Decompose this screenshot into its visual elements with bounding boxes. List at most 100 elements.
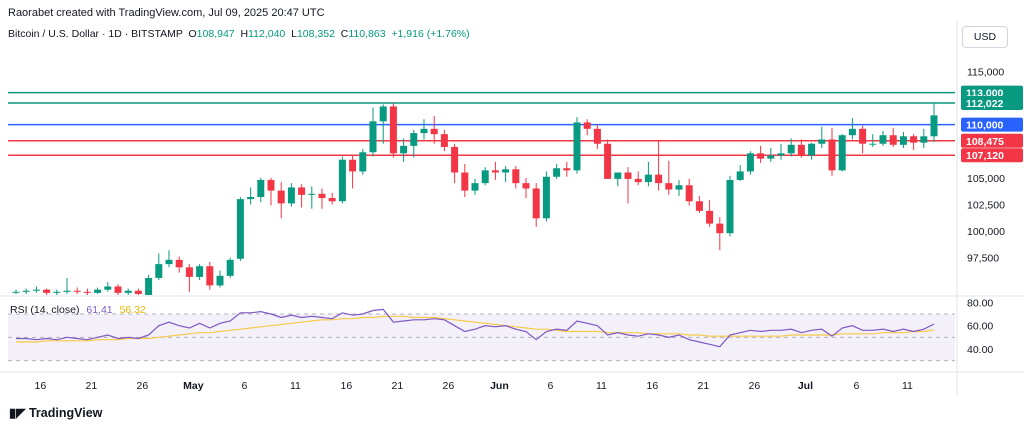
candle-body	[522, 183, 530, 189]
candle-body	[583, 122, 591, 129]
date-tick-label: 11	[902, 380, 913, 392]
candle-body	[695, 201, 703, 211]
candle-body	[257, 179, 265, 197]
date-tick-label: 26	[137, 380, 149, 392]
date-tick-label: 6	[241, 380, 247, 392]
rsi-line	[16, 308, 935, 348]
candle-body	[420, 128, 428, 134]
level-label: 112,022	[966, 98, 1004, 110]
symbol-name[interactable]: Bitcoin / U.S. Dollar · 1D · BITSTAMP	[8, 28, 183, 40]
price-tick-label: 100,000	[967, 226, 1005, 238]
rsi-legend[interactable]: RSI (14, close) 61.41 56.32	[10, 304, 146, 316]
date-tick-label: Jul	[798, 380, 813, 392]
candle-body	[675, 185, 683, 190]
attribution-text: Raorabet created with TradingView.com, J…	[8, 7, 325, 19]
candle-body	[848, 128, 856, 136]
candle-body	[553, 168, 561, 177]
candle-body	[502, 169, 510, 173]
date-tick-label: Jun	[490, 380, 509, 392]
level-badge	[961, 133, 1023, 148]
level-label: 110,000	[966, 120, 1004, 132]
price-tick-label: 97,500	[967, 253, 999, 265]
candle-body	[930, 115, 938, 137]
high-value: 112,040	[248, 28, 286, 40]
date-tick-label: 11	[290, 380, 301, 392]
candle-body	[359, 152, 367, 172]
date-tick-label: 16	[341, 380, 353, 392]
currency-button[interactable]: USD	[962, 26, 1008, 48]
candle-body	[94, 289, 102, 293]
candle-body	[145, 277, 153, 295]
candle-body	[665, 183, 673, 190]
tv-logo-icon: ▮◤	[9, 406, 26, 420]
candle-body	[573, 122, 581, 171]
candle-body	[604, 143, 612, 179]
candle-body	[920, 136, 928, 143]
candle-body	[451, 146, 459, 173]
candle-body	[859, 128, 867, 144]
brand-text: TradingView	[28, 406, 103, 420]
rsi-ma-value: 56.32	[119, 304, 146, 316]
candle-body	[491, 170, 499, 173]
candle-body	[828, 139, 836, 171]
candle-body	[22, 290, 30, 292]
date-tick-label: 21	[86, 380, 98, 392]
candle-body	[736, 171, 744, 180]
candle-body	[206, 266, 214, 286]
rsi-tick-label: 60.00	[967, 321, 993, 333]
rsi-label: RSI (14, close)	[10, 304, 80, 316]
candle-body	[910, 136, 918, 143]
candle-body	[53, 291, 61, 293]
candle-body	[808, 143, 816, 156]
candle-body	[471, 183, 479, 191]
candle-body	[287, 187, 295, 204]
date-tick-label: 26	[443, 380, 455, 392]
open-value: 108,947	[196, 28, 235, 40]
candle-body	[32, 289, 40, 291]
candle-body	[787, 144, 795, 154]
candle-body	[563, 168, 571, 171]
candle-body	[797, 144, 805, 156]
candle-body	[216, 275, 224, 286]
date-tick-label: 21	[392, 380, 404, 392]
candle-body	[338, 159, 346, 202]
candle-body	[63, 290, 71, 292]
candle-body	[542, 176, 550, 219]
candle-body	[277, 190, 285, 204]
candle-body	[318, 193, 326, 199]
candle-body	[838, 135, 846, 171]
candle-body	[369, 121, 377, 153]
candle-body	[410, 133, 418, 146]
candle-body	[706, 210, 714, 224]
candle-body	[247, 197, 255, 200]
symbol-info: Bitcoin / U.S. Dollar · 1D · BITSTAMP O1…	[8, 28, 470, 40]
candle-body	[114, 286, 122, 293]
candle-body	[379, 106, 387, 122]
date-tick-label: 21	[698, 380, 710, 392]
price-tick-label: 105,000	[967, 173, 1005, 185]
candle-body	[818, 139, 826, 144]
date-tick-label: 16	[647, 380, 659, 392]
date-tick-label: 11	[596, 380, 607, 392]
candle-body	[83, 291, 91, 293]
candle-body	[461, 172, 469, 191]
level-badge	[961, 117, 1023, 132]
candle-body	[298, 187, 306, 195]
candle-body	[165, 259, 173, 265]
rsi-tick-label: 40.00	[967, 344, 993, 356]
candle-body	[308, 193, 316, 195]
date-tick-label: 16	[35, 380, 47, 392]
low-key: L	[291, 28, 297, 40]
candle-body	[134, 290, 142, 294]
tradingview-logo[interactable]: ▮◤ TradingView	[9, 405, 102, 420]
candle-body	[655, 174, 663, 184]
level-label: 107,120	[966, 150, 1004, 162]
candle-body	[726, 179, 734, 234]
candle-body	[685, 185, 693, 202]
low-value: 108,352	[296, 28, 335, 40]
date-tick-label: 26	[749, 380, 761, 392]
candle-body	[349, 159, 357, 172]
date-tick-label: 6	[853, 380, 859, 392]
candle-body	[767, 155, 775, 159]
